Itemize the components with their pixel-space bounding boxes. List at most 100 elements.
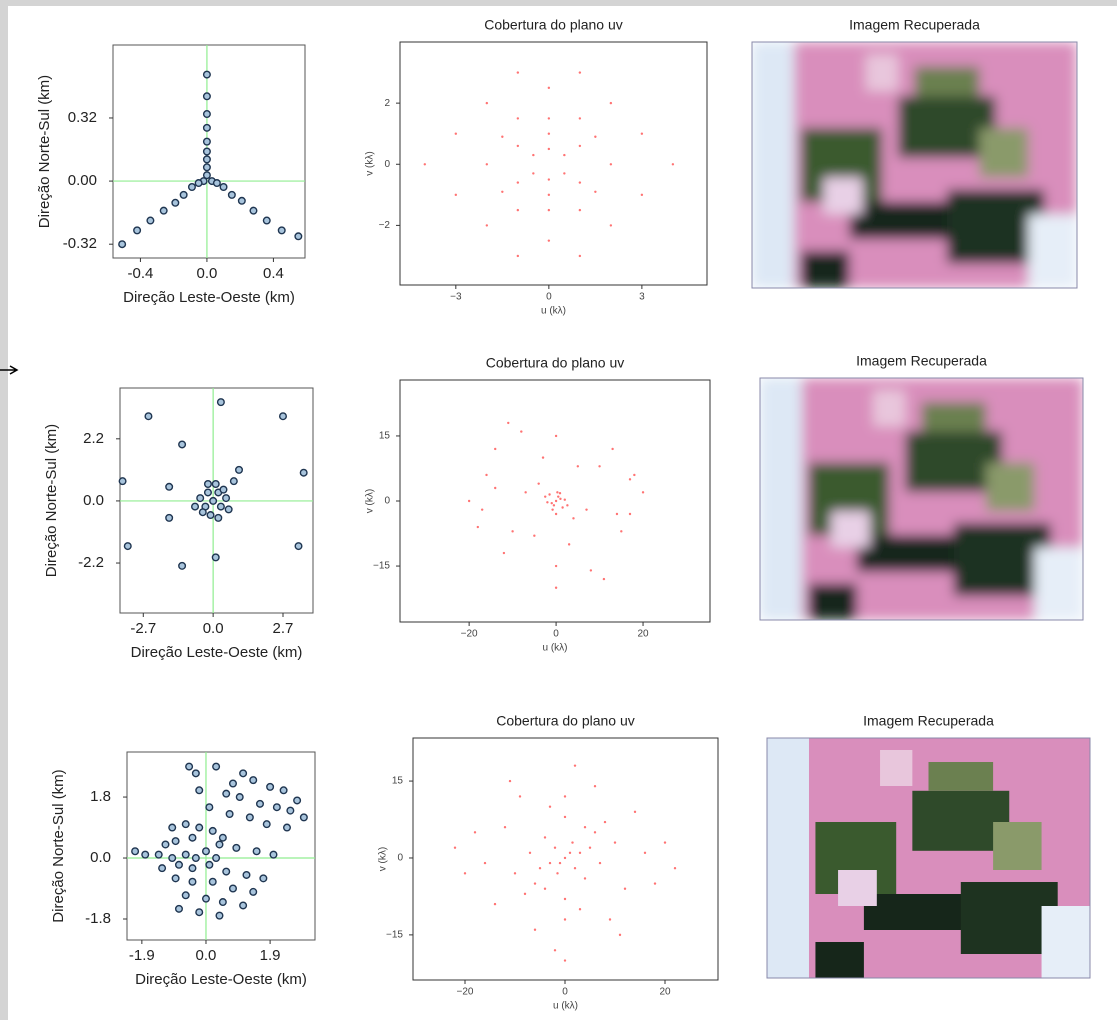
antenna (205, 860, 214, 869)
uv-point (593, 831, 597, 834)
uv-point (578, 254, 582, 258)
antenna (178, 561, 187, 570)
antenna (171, 874, 180, 883)
antenna (269, 850, 278, 859)
antenna (209, 496, 218, 505)
antenna (194, 179, 203, 188)
uv-point (547, 208, 551, 212)
uv-point (563, 498, 566, 501)
y-tick-label: -0.32 (63, 235, 97, 252)
image-content (760, 378, 1083, 620)
uv-point (563, 959, 567, 962)
uv-point (516, 254, 520, 258)
y-tick-label: 15 (392, 776, 404, 787)
image-region (979, 128, 1029, 178)
uv-point (554, 512, 558, 516)
x-tick-label: 0.4 (263, 265, 284, 282)
antenna (171, 198, 180, 207)
y-tick-label: 0 (384, 496, 390, 507)
y-axis-label: Direção Norte-Sul (km) (43, 424, 60, 577)
uv-point (623, 887, 627, 890)
image-region (914, 66, 980, 97)
antenna (195, 786, 204, 795)
antenna (202, 147, 211, 156)
uv-point (547, 86, 551, 90)
uv-point (573, 867, 577, 870)
y-tick-label: −15 (373, 561, 390, 572)
uv-point (532, 153, 535, 157)
recovered-image (767, 738, 1090, 978)
uv-point (588, 846, 592, 849)
y-tick-label: 0 (384, 159, 390, 170)
x-axis-label: Direção Leste-Oeste (km) (135, 971, 307, 988)
antenna (178, 440, 187, 449)
antenna (181, 850, 190, 859)
antenna (216, 398, 225, 407)
antenna (185, 762, 194, 771)
uv-point (609, 224, 613, 227)
uv-point (507, 421, 510, 425)
uv-point (556, 491, 559, 494)
antenna (202, 92, 211, 101)
antenna (249, 887, 258, 896)
antenna (118, 240, 127, 249)
antenna (225, 809, 234, 818)
antenna (195, 908, 204, 917)
antenna (211, 553, 220, 562)
antenna (188, 864, 197, 873)
image-region (752, 42, 795, 288)
y-tick-label: -1.8 (85, 910, 111, 927)
antenna (202, 155, 211, 164)
uv-point (533, 534, 536, 537)
x-axis-label: Direção Leste-Oeste (km) (123, 289, 295, 306)
antenna (158, 864, 167, 873)
uv-point (548, 493, 551, 496)
antenna (174, 860, 183, 869)
uv-point (554, 586, 558, 589)
image-region (986, 462, 1035, 512)
antenna (279, 786, 288, 795)
uv-point (563, 918, 567, 921)
x-tick-label: 0.0 (196, 947, 217, 964)
x-tick-label: 20 (659, 987, 671, 998)
antenna (179, 190, 188, 199)
antenna (239, 901, 248, 910)
uv-point (640, 193, 644, 197)
antenna (239, 769, 248, 778)
uv-point (598, 861, 602, 865)
x-tick-label: 0.0 (203, 620, 224, 637)
uv-point (524, 491, 527, 494)
uv-point (548, 805, 552, 808)
antenna (212, 762, 221, 771)
antenna (237, 196, 246, 205)
uv-point (602, 577, 606, 581)
uv-point (550, 501, 553, 505)
recovered-image (752, 42, 1077, 288)
antenna (278, 412, 287, 421)
uv-point (620, 530, 623, 533)
x-axis-label: u (kλ) (553, 1001, 578, 1012)
antenna (168, 854, 177, 863)
image-region (873, 390, 906, 427)
uv-point (501, 190, 504, 193)
antenna (131, 847, 140, 856)
uv-point (615, 512, 619, 516)
antenna (218, 833, 227, 842)
chart-title: Cobertura do plano uv (496, 713, 635, 729)
antenna (191, 769, 200, 778)
uv-point (613, 841, 617, 844)
antenna (245, 813, 254, 822)
image-content (767, 738, 1090, 978)
uv-point (485, 224, 489, 227)
image-region (849, 201, 964, 239)
antenna (206, 511, 215, 520)
uv-point (553, 846, 557, 849)
y-axis-label: Direção Norte-Sul (km) (50, 769, 67, 922)
uv-point (671, 163, 675, 166)
antenna (191, 502, 200, 511)
uv-point (533, 882, 537, 885)
uv-point (641, 491, 645, 494)
uv-point (559, 497, 562, 501)
